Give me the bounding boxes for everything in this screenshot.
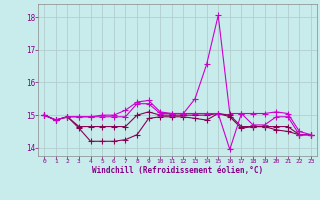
X-axis label: Windchill (Refroidissement éolien,°C): Windchill (Refroidissement éolien,°C)	[92, 166, 263, 175]
